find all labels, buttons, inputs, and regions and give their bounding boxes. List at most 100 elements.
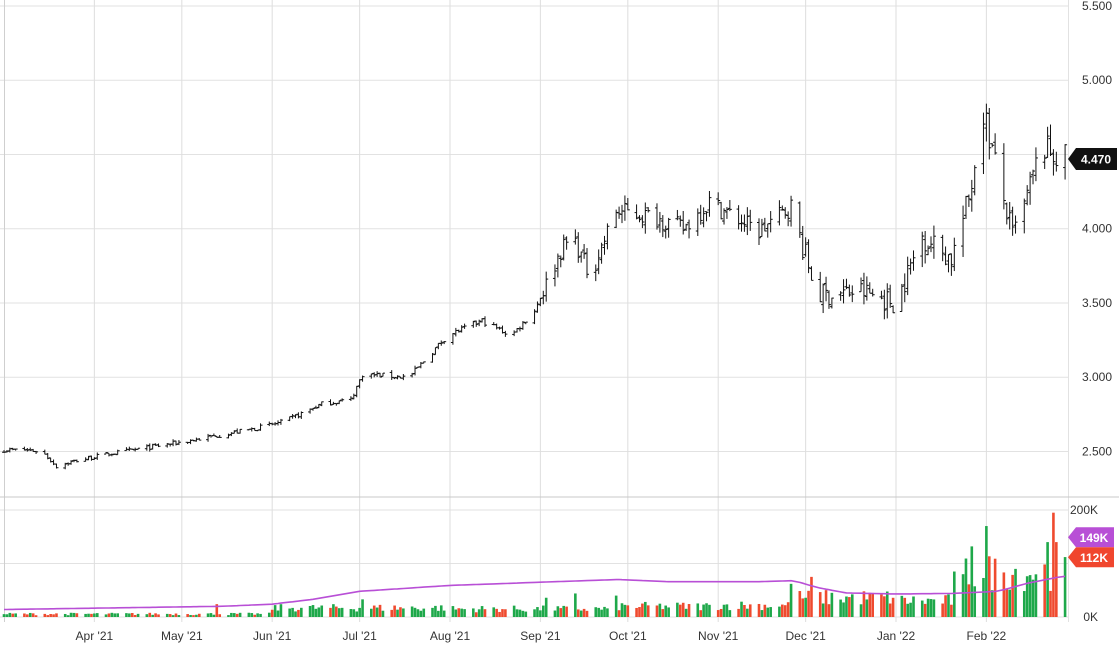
volume-bar: [626, 605, 630, 617]
volume-bar: [512, 605, 516, 617]
month-tick-label: Oct '21: [609, 629, 647, 643]
volume-bar: [967, 584, 971, 617]
price-bar: [981, 112, 986, 175]
price-bar: [727, 200, 732, 212]
price-bar: [564, 236, 569, 250]
price-bar: [593, 264, 598, 282]
price-bar: [905, 256, 910, 296]
volume-bar: [340, 607, 344, 617]
price-bar: [401, 373, 406, 381]
volume-bar: [332, 604, 335, 617]
volume-bar: [311, 605, 315, 617]
price-tick-label: 2.500: [1082, 444, 1112, 458]
volume-bar: [177, 615, 181, 617]
price-bar: [698, 204, 703, 225]
price-bar: [966, 194, 971, 207]
price-bar: [1031, 169, 1036, 185]
volume-bar: [297, 609, 300, 617]
price-bar: [879, 290, 884, 300]
volume-bar: [576, 609, 580, 617]
price-bar: [969, 179, 974, 212]
price-bar: [888, 284, 893, 308]
price-bar: [299, 411, 304, 419]
volume-bar: [52, 614, 55, 617]
price-bar: [990, 143, 995, 148]
price-bar: [821, 283, 826, 314]
price-bars: [2, 103, 1068, 470]
volume-bar: [480, 606, 484, 617]
volume-bar: [259, 613, 262, 617]
volume-bar: [521, 610, 525, 617]
volume-bar: [171, 615, 175, 617]
price-bar: [1045, 126, 1050, 158]
volume-bar: [1014, 568, 1017, 617]
volume-bar: [880, 594, 883, 617]
volume-bar: [885, 591, 889, 617]
volume-bar: [617, 610, 621, 617]
price-bar: [984, 103, 989, 142]
price-bar: [666, 217, 671, 238]
month-tick-label: Sep '21: [520, 629, 561, 643]
volume-bar: [247, 612, 251, 617]
volume-bar: [28, 612, 32, 617]
price-bar: [902, 273, 907, 303]
volume-bar: [842, 602, 845, 617]
price-bar: [69, 460, 74, 465]
month-tick-label: Jan '22: [877, 629, 916, 643]
volume-bar: [702, 604, 705, 617]
price-bar: [313, 405, 318, 409]
price-bar: [319, 401, 324, 407]
volume-bar: [559, 608, 563, 617]
volume-bar: [807, 590, 810, 617]
price-bar: [622, 195, 627, 221]
price-bar: [112, 453, 117, 455]
volume-bar: [579, 610, 583, 617]
volume-bar: [472, 608, 475, 617]
price-bar: [211, 433, 216, 437]
volume-bar: [661, 609, 665, 617]
price-bar: [389, 370, 394, 380]
price-bar: [687, 219, 692, 239]
volume-bar: [457, 608, 461, 617]
volume-bar: [55, 613, 58, 617]
price-bar: [328, 399, 333, 406]
price-bar: [617, 206, 622, 219]
price-bar: [806, 239, 811, 274]
price-bar: [596, 249, 601, 275]
volume-bar: [964, 558, 968, 617]
price-bar: [217, 435, 222, 438]
volume-bar: [789, 583, 793, 617]
price-bar: [439, 340, 444, 346]
volume-bar: [110, 612, 114, 617]
volume-bar: [658, 603, 662, 617]
last-price-badge: 4.470: [1068, 147, 1117, 170]
price-bar: [681, 210, 686, 235]
volume-bar: [708, 604, 711, 617]
price-bar: [707, 190, 712, 217]
volume-bar: [434, 605, 437, 617]
price-bar: [278, 418, 283, 425]
volume-bar: [174, 613, 178, 617]
price-bar: [369, 373, 374, 379]
price-bar: [337, 400, 342, 405]
price-bar: [1022, 198, 1027, 234]
price-bar: [619, 204, 624, 224]
price-bar: [841, 279, 846, 304]
volume-bar: [839, 599, 842, 617]
volume-bar: [970, 546, 974, 617]
price-bar: [745, 207, 750, 236]
volume-bar: [862, 591, 866, 617]
volume-bar: [218, 614, 222, 617]
price-bar: [701, 207, 706, 228]
volume-bar: [912, 596, 915, 617]
volume-bar: [300, 607, 303, 617]
volume-bar: [544, 597, 548, 617]
price-bar: [171, 439, 176, 447]
volume-bar: [646, 605, 650, 617]
volume-bar: [477, 609, 481, 617]
volume-bar: [148, 612, 152, 617]
price-bar: [724, 207, 729, 219]
volume-bar: [953, 571, 956, 617]
